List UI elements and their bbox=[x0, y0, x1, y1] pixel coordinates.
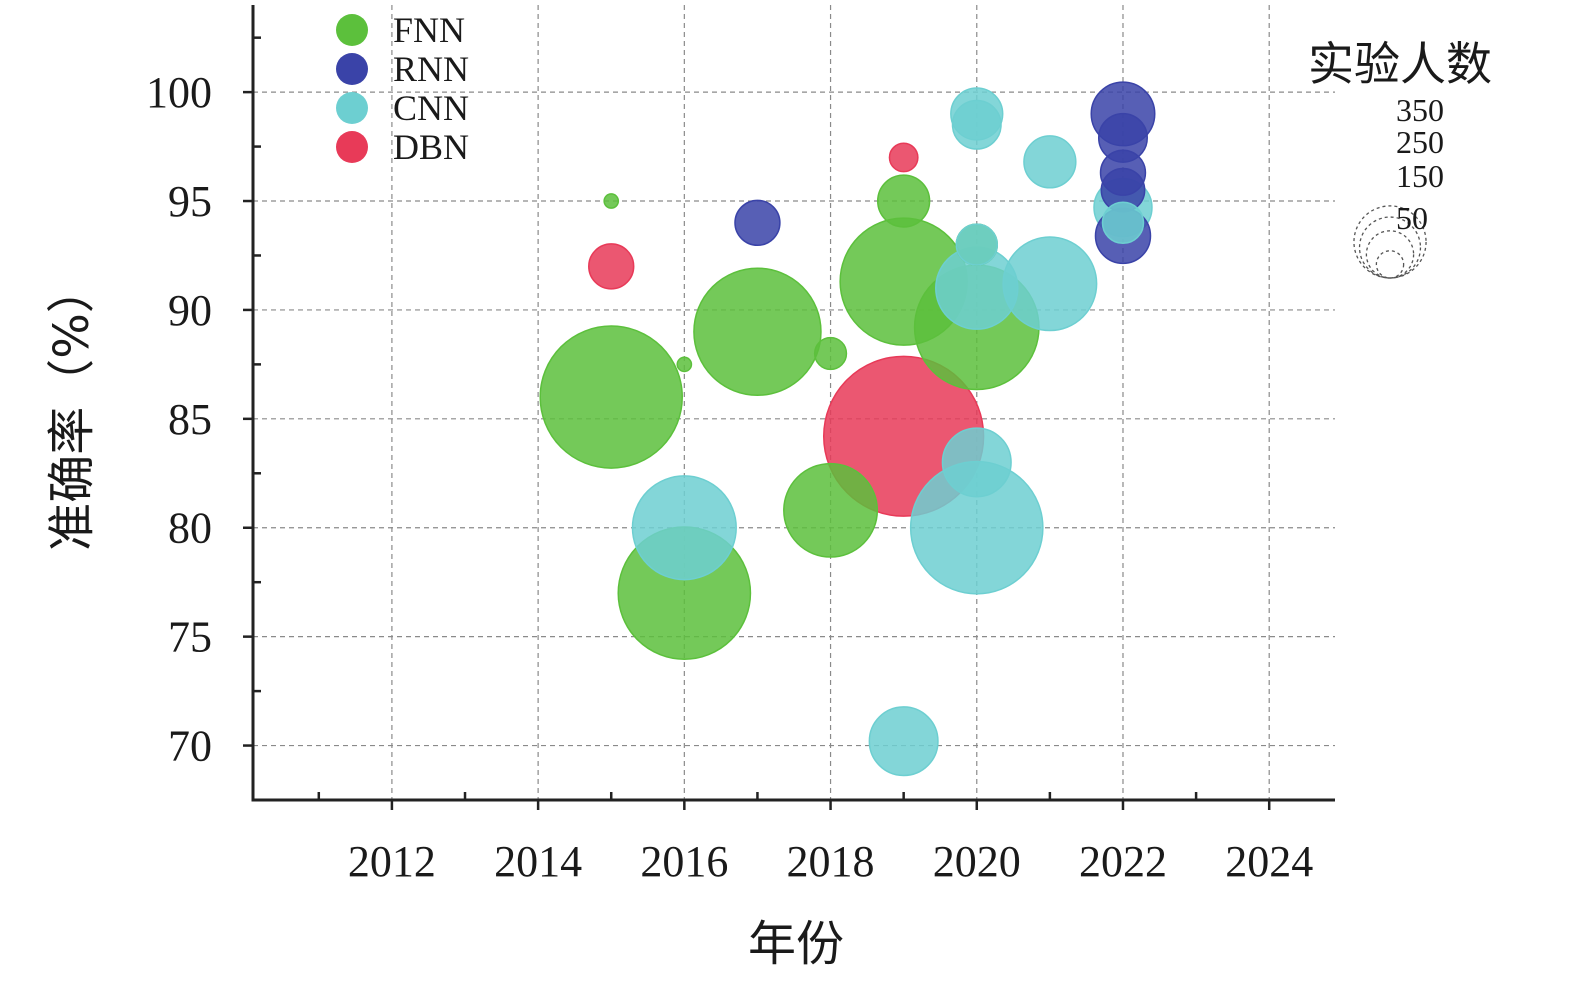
bubble-cnn bbox=[868, 706, 939, 777]
y-tick-label: 85 bbox=[168, 395, 212, 444]
legend-label: FNN bbox=[393, 10, 465, 50]
bubble-fnn bbox=[876, 174, 931, 228]
legend-marker-rnn bbox=[336, 53, 368, 85]
bubble-cnn bbox=[1023, 135, 1077, 189]
bubble-fnn bbox=[539, 325, 683, 469]
y-tick-labels: 70 75 80 85 90 95 100 bbox=[146, 68, 212, 770]
bubble-fnn bbox=[676, 356, 693, 373]
bubble-cnn bbox=[941, 427, 1012, 498]
x-tick-label: 2014 bbox=[494, 837, 582, 886]
bubble-dbn bbox=[888, 142, 919, 173]
size-legend-label: 50 bbox=[1396, 200, 1428, 236]
bubbles bbox=[539, 81, 1156, 777]
legend-label: DBN bbox=[393, 127, 469, 167]
bubble-cnn bbox=[631, 475, 737, 581]
x-tick-label: 2018 bbox=[787, 837, 875, 886]
y-tick-label: 90 bbox=[168, 286, 212, 335]
bubble-dbn bbox=[588, 243, 635, 290]
x-tick-label: 2012 bbox=[348, 837, 436, 886]
legend-label: CNN bbox=[393, 88, 469, 128]
y-tick-label: 80 bbox=[168, 504, 212, 553]
bubble-cnn bbox=[955, 223, 999, 266]
x-tick-label: 2022 bbox=[1079, 837, 1167, 886]
legend-marker-cnn bbox=[336, 92, 368, 124]
y-tick-label: 100 bbox=[146, 68, 212, 117]
axes bbox=[243, 5, 1335, 810]
size-legend-circle bbox=[1358, 216, 1422, 279]
size-legend-label: 350 bbox=[1396, 92, 1444, 128]
bubble-cnn bbox=[1101, 201, 1145, 245]
y-tick-label: 95 bbox=[168, 177, 212, 226]
y-tick-label: 70 bbox=[168, 722, 212, 771]
legend-label: RNN bbox=[393, 49, 469, 89]
size-legend-label: 150 bbox=[1396, 158, 1444, 194]
bubble-rnn bbox=[734, 199, 781, 247]
x-tick-label: 2016 bbox=[640, 837, 728, 886]
x-tick-label: 2020 bbox=[933, 837, 1021, 886]
bubble-fnn bbox=[603, 193, 620, 209]
bubble-cnn bbox=[951, 99, 1002, 150]
size-legend-circle bbox=[1375, 250, 1405, 279]
size-legend-title: 实验人数 bbox=[1308, 37, 1492, 91]
x-tick-label: 2024 bbox=[1225, 837, 1313, 886]
legend-marker-fnn bbox=[336, 14, 368, 46]
size-legend-circle bbox=[1365, 230, 1415, 279]
bubble-fnn bbox=[813, 336, 848, 371]
bubble-fnn bbox=[693, 267, 822, 396]
y-tick-label: 75 bbox=[168, 613, 212, 662]
legend-marker-dbn bbox=[336, 131, 368, 163]
x-tick-labels: 2012 2014 2016 2018 2020 2022 2024 bbox=[348, 837, 1313, 886]
bubble-fnn bbox=[783, 462, 879, 558]
x-axis-title: 年份 bbox=[748, 916, 844, 972]
size-legend-label: 250 bbox=[1396, 124, 1444, 160]
y-axis-title: 准确率（%） bbox=[44, 265, 100, 551]
